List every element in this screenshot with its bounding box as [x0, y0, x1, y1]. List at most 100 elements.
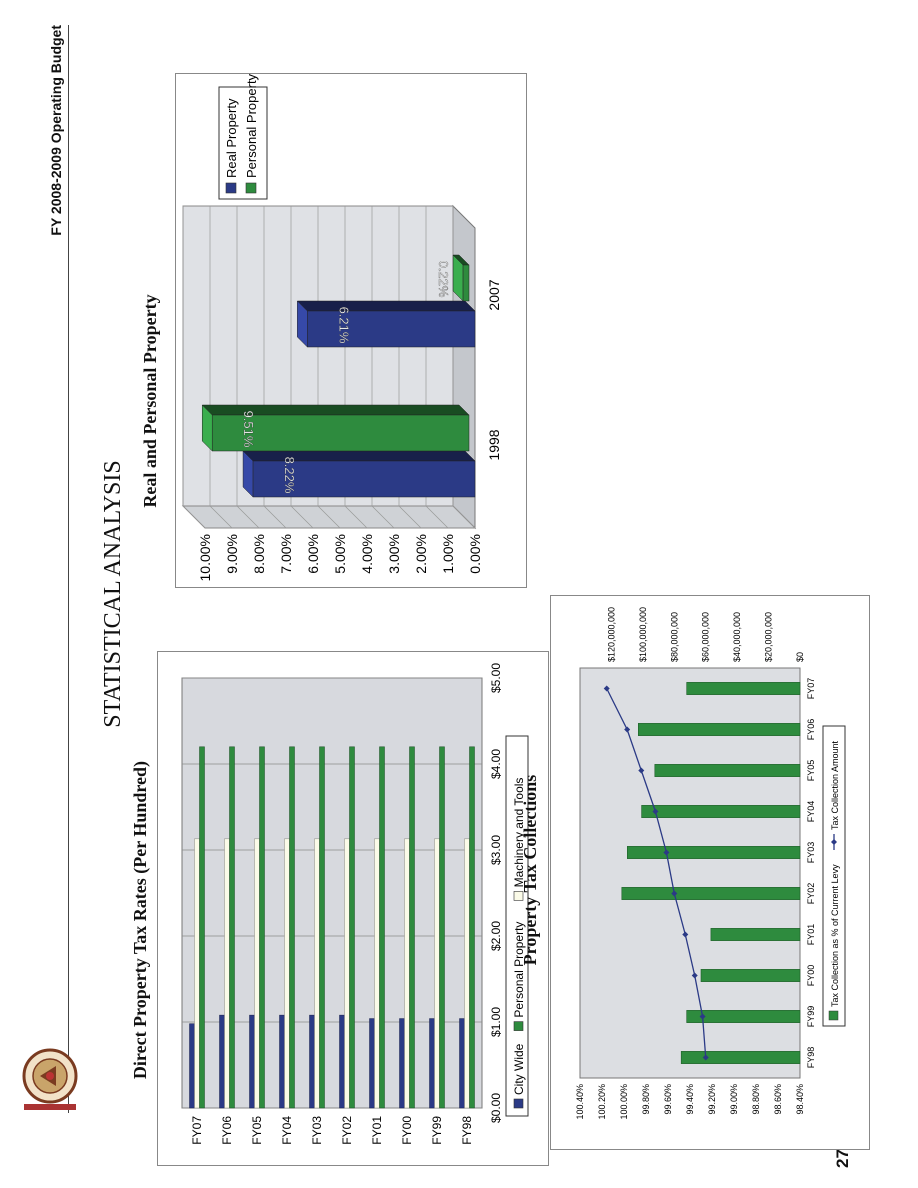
y-tick-label: FY99	[430, 1116, 444, 1145]
bar	[199, 746, 205, 1109]
x-tick-label: $0.00	[489, 1093, 503, 1123]
gridline	[398, 505, 422, 529]
y-right-tick-label: $60,000,000	[701, 612, 711, 662]
gridline	[182, 505, 206, 529]
bar	[349, 746, 355, 1109]
direct-tax-rates-chart: $0.00 $1.00 $2.00 $3.00 $4.00 $5.00 FY07 FY06 FY…	[157, 651, 549, 1166]
legend-swatch	[513, 1021, 524, 1031]
legend-swatch	[828, 1010, 839, 1021]
bar	[459, 1018, 465, 1109]
gridline	[317, 505, 341, 529]
legend-label: Tax Collection as % of Current Levy	[830, 864, 840, 1007]
bar	[627, 846, 801, 859]
y-left-tick-label: 99.80%	[641, 1084, 651, 1115]
x-tick-label: FY99	[806, 1006, 816, 1028]
bar	[344, 838, 350, 1109]
gridline	[371, 505, 395, 529]
bar	[434, 838, 440, 1109]
y-tick-label: 5.00%	[332, 534, 348, 574]
y-left-tick-label: 100.40%	[575, 1084, 585, 1120]
data-label: 9.51%	[241, 411, 256, 448]
y-tick-label: 9.00%	[224, 534, 240, 574]
bar	[194, 838, 200, 1109]
x-tick-label: $4.00	[489, 749, 503, 779]
bar-side	[242, 450, 476, 462]
bar	[284, 838, 290, 1109]
bar	[229, 746, 235, 1109]
bar	[700, 969, 801, 982]
legend-label: Tax Collection Amount	[830, 740, 840, 830]
x-tick-label: $5.00	[489, 663, 503, 693]
y-right-tick-label: $0	[795, 652, 805, 662]
x-tick-label: FY02	[806, 883, 816, 905]
y-right-tick-label: $20,000,000	[764, 612, 774, 662]
y-tick-label: FY02	[340, 1116, 354, 1145]
y-tick-label: 0.00%	[467, 534, 483, 574]
bar	[379, 746, 385, 1109]
bar	[219, 1014, 225, 1109]
x-tick-label: FY00	[806, 965, 816, 987]
bar	[686, 682, 801, 695]
real-personal-property-chart: 10.00% 9.00% 8.00% 7.00% 6.00% 5.00% 4.00% 3.00…	[175, 73, 527, 588]
y-tick-label: FY06	[220, 1116, 234, 1145]
bar	[211, 414, 470, 452]
header-rule	[68, 25, 69, 1113]
legend-label: Machinery and Tools	[512, 778, 526, 888]
gridline	[290, 505, 314, 529]
bar	[259, 746, 265, 1109]
y-right-tick-label: $120,000,000	[606, 607, 616, 662]
property-tax-collections-chart: 100.40% 100.20% 100.00% 99.80% 99.60% 99.40% 9…	[550, 595, 870, 1150]
legend-label: Personal Property	[244, 73, 259, 178]
y-tick-label: 6.00%	[305, 534, 321, 574]
bar	[641, 805, 801, 818]
y-left-tick-label: 98.40%	[795, 1084, 805, 1115]
y-right-tick-label: $80,000,000	[669, 612, 679, 662]
y-left-tick-label: 100.00%	[619, 1084, 629, 1120]
bar	[429, 1018, 435, 1109]
legend-swatch	[245, 182, 257, 194]
y-tick-label: FY01	[370, 1116, 384, 1145]
y-tick-label: 7.00%	[278, 534, 294, 574]
x-tick-label: FY98	[806, 1047, 816, 1069]
page-title: STATISTICAL ANALYSIS	[100, 460, 126, 728]
legend-box	[218, 86, 268, 200]
x-tick-label: FY06	[806, 719, 816, 741]
gridline	[236, 505, 260, 529]
legend-label: Personal Property	[512, 922, 526, 1018]
bar	[189, 1023, 195, 1109]
gridline	[452, 505, 476, 529]
legend-swatch	[513, 891, 524, 901]
y-left-tick-label: 99.60%	[663, 1084, 673, 1115]
y-tick-label: FY07	[190, 1116, 204, 1145]
legend-box	[822, 725, 846, 1027]
data-label: 8.22%	[282, 457, 297, 494]
bar	[249, 1014, 255, 1109]
x-tick-label: $3.00	[489, 835, 503, 865]
bar	[399, 1018, 405, 1109]
bar	[404, 838, 410, 1109]
x-tick-label: 1998	[486, 429, 502, 460]
legend-label: City Wide	[512, 1043, 526, 1095]
y-left-tick-label: 98.80%	[751, 1084, 761, 1115]
y-tick-label: 4.00%	[359, 534, 375, 574]
gridline	[344, 505, 368, 529]
x-tick-label: FY04	[806, 801, 816, 823]
y-tick-label: FY03	[310, 1116, 324, 1145]
bar	[469, 746, 475, 1109]
bar	[314, 838, 320, 1109]
bar	[339, 1014, 345, 1109]
x-tick-label: FY07	[806, 678, 816, 700]
bar	[252, 460, 476, 498]
x-tick-label: FY03	[806, 842, 816, 864]
bar	[686, 1010, 801, 1023]
bar	[409, 746, 415, 1109]
legend-swatch	[513, 1098, 524, 1109]
bar	[374, 838, 380, 1109]
y-right-tick-label: $40,000,000	[732, 612, 742, 662]
bar	[309, 1014, 315, 1109]
gridline	[263, 505, 287, 529]
gridline	[209, 505, 233, 529]
y-tick-label: FY04	[280, 1116, 294, 1145]
y-tick-label: FY98	[460, 1116, 474, 1145]
legend-label: Real Property	[224, 98, 239, 178]
